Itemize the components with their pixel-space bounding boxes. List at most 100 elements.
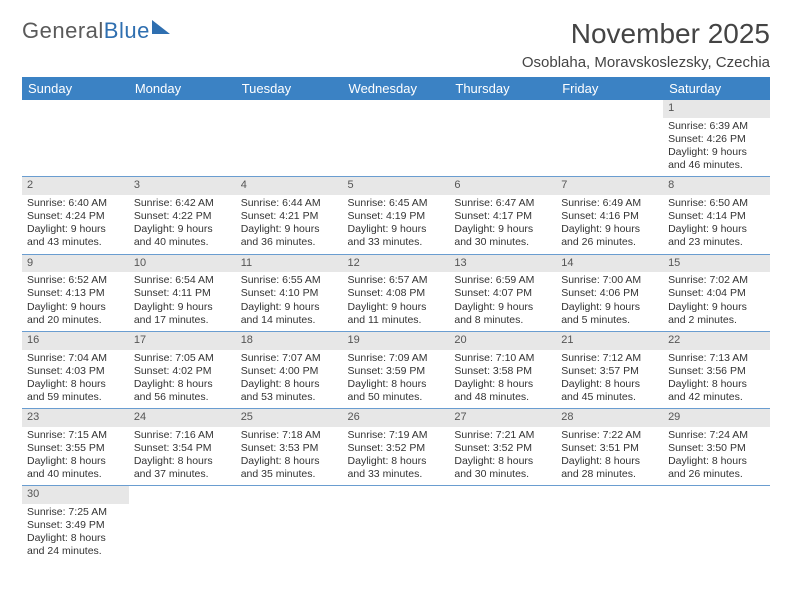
day-info: Sunrise: 7:02 AMSunset: 4:04 PMDaylight:… <box>663 272 770 331</box>
day-info: Sunrise: 7:04 AMSunset: 4:03 PMDaylight:… <box>22 350 129 409</box>
calendar-cell: . <box>22 100 129 177</box>
calendar-cell <box>236 486 343 563</box>
day-info: Sunrise: 6:39 AMSunset: 4:26 PMDaylight:… <box>663 118 770 177</box>
day-number: 10 <box>129 255 236 273</box>
sail-icon <box>152 20 174 38</box>
daylight: Daylight: 9 hours and 17 minutes. <box>134 301 231 327</box>
calendar-cell: 20Sunrise: 7:10 AMSunset: 3:58 PMDayligh… <box>449 331 556 408</box>
day-number: 22 <box>663 332 770 350</box>
calendar-cell: 10Sunrise: 6:54 AMSunset: 4:11 PMDayligh… <box>129 254 236 331</box>
day-number: 2 <box>22 177 129 195</box>
daylight: Daylight: 8 hours and 42 minutes. <box>668 378 765 404</box>
calendar-cell: . <box>236 100 343 177</box>
calendar-cell: 28Sunrise: 7:22 AMSunset: 3:51 PMDayligh… <box>556 409 663 486</box>
day-info: Sunrise: 6:44 AMSunset: 4:21 PMDaylight:… <box>236 195 343 254</box>
calendar-table: Sunday Monday Tuesday Wednesday Thursday… <box>22 77 770 563</box>
calendar-cell: 14Sunrise: 7:00 AMSunset: 4:06 PMDayligh… <box>556 254 663 331</box>
calendar-row: 9Sunrise: 6:52 AMSunset: 4:13 PMDaylight… <box>22 254 770 331</box>
sunset: Sunset: 4:03 PM <box>27 365 124 378</box>
sunrise: Sunrise: 7:21 AM <box>454 429 551 442</box>
sunset: Sunset: 3:52 PM <box>454 442 551 455</box>
day-info: Sunrise: 6:45 AMSunset: 4:19 PMDaylight:… <box>343 195 450 254</box>
sunset: Sunset: 3:52 PM <box>348 442 445 455</box>
sunset: Sunset: 3:51 PM <box>561 442 658 455</box>
day-info: Sunrise: 7:07 AMSunset: 4:00 PMDaylight:… <box>236 350 343 409</box>
day-info: Sunrise: 7:05 AMSunset: 4:02 PMDaylight:… <box>129 350 236 409</box>
daylight: Daylight: 9 hours and 26 minutes. <box>561 223 658 249</box>
day-number: 4 <box>236 177 343 195</box>
calendar-cell <box>343 486 450 563</box>
sunset: Sunset: 3:55 PM <box>27 442 124 455</box>
logo: GeneralBlue <box>22 18 174 44</box>
calendar-cell: 8Sunrise: 6:50 AMSunset: 4:14 PMDaylight… <box>663 177 770 254</box>
day-number: 1 <box>663 100 770 118</box>
daylight: Daylight: 9 hours and 23 minutes. <box>668 223 765 249</box>
day-number: 3 <box>129 177 236 195</box>
calendar-row: 30Sunrise: 7:25 AMSunset: 3:49 PMDayligh… <box>22 486 770 563</box>
calendar-cell: 26Sunrise: 7:19 AMSunset: 3:52 PMDayligh… <box>343 409 450 486</box>
day-number: 14 <box>556 255 663 273</box>
sunset: Sunset: 4:21 PM <box>241 210 338 223</box>
sunset: Sunset: 4:13 PM <box>27 287 124 300</box>
day-number: 30 <box>22 486 129 504</box>
sunset: Sunset: 3:49 PM <box>27 519 124 532</box>
calendar-cell: 21Sunrise: 7:12 AMSunset: 3:57 PMDayligh… <box>556 331 663 408</box>
daylight: Daylight: 8 hours and 28 minutes. <box>561 455 658 481</box>
calendar-cell: 18Sunrise: 7:07 AMSunset: 4:00 PMDayligh… <box>236 331 343 408</box>
sunrise: Sunrise: 6:42 AM <box>134 197 231 210</box>
calendar-cell <box>663 486 770 563</box>
day-number: 13 <box>449 255 556 273</box>
day-number: 26 <box>343 409 450 427</box>
day-info: Sunrise: 6:52 AMSunset: 4:13 PMDaylight:… <box>22 272 129 331</box>
day-info: Sunrise: 6:57 AMSunset: 4:08 PMDaylight:… <box>343 272 450 331</box>
day-info: Sunrise: 7:13 AMSunset: 3:56 PMDaylight:… <box>663 350 770 409</box>
calendar-cell: 6Sunrise: 6:47 AMSunset: 4:17 PMDaylight… <box>449 177 556 254</box>
sunset: Sunset: 4:10 PM <box>241 287 338 300</box>
daylight: Daylight: 8 hours and 40 minutes. <box>27 455 124 481</box>
col-tuesday: Tuesday <box>236 77 343 100</box>
col-wednesday: Wednesday <box>343 77 450 100</box>
day-number: 29 <box>663 409 770 427</box>
sunset: Sunset: 3:53 PM <box>241 442 338 455</box>
day-number: 7 <box>556 177 663 195</box>
sunset: Sunset: 4:14 PM <box>668 210 765 223</box>
sunset: Sunset: 3:57 PM <box>561 365 658 378</box>
sunrise: Sunrise: 7:24 AM <box>668 429 765 442</box>
day-number: 19 <box>343 332 450 350</box>
sunrise: Sunrise: 7:02 AM <box>668 274 765 287</box>
daylight: Daylight: 9 hours and 8 minutes. <box>454 301 551 327</box>
day-number: 27 <box>449 409 556 427</box>
sunrise: Sunrise: 6:47 AM <box>454 197 551 210</box>
calendar-cell: 23Sunrise: 7:15 AMSunset: 3:55 PMDayligh… <box>22 409 129 486</box>
daylight: Daylight: 9 hours and 40 minutes. <box>134 223 231 249</box>
location: Osoblaha, Moravskoslezsky, Czechia <box>522 54 770 71</box>
calendar-cell: 4Sunrise: 6:44 AMSunset: 4:21 PMDaylight… <box>236 177 343 254</box>
daylight: Daylight: 8 hours and 50 minutes. <box>348 378 445 404</box>
calendar-cell: . <box>343 100 450 177</box>
sunrise: Sunrise: 6:49 AM <box>561 197 658 210</box>
sunrise: Sunrise: 7:25 AM <box>27 506 124 519</box>
day-info: Sunrise: 6:50 AMSunset: 4:14 PMDaylight:… <box>663 195 770 254</box>
header-row: Sunday Monday Tuesday Wednesday Thursday… <box>22 77 770 100</box>
calendar-cell: 24Sunrise: 7:16 AMSunset: 3:54 PMDayligh… <box>129 409 236 486</box>
daylight: Daylight: 9 hours and 14 minutes. <box>241 301 338 327</box>
calendar-cell: 27Sunrise: 7:21 AMSunset: 3:52 PMDayligh… <box>449 409 556 486</box>
day-number: 11 <box>236 255 343 273</box>
daylight: Daylight: 9 hours and 36 minutes. <box>241 223 338 249</box>
calendar-cell: 17Sunrise: 7:05 AMSunset: 4:02 PMDayligh… <box>129 331 236 408</box>
sunset: Sunset: 4:19 PM <box>348 210 445 223</box>
calendar-cell: 1Sunrise: 6:39 AMSunset: 4:26 PMDaylight… <box>663 100 770 177</box>
daylight: Daylight: 9 hours and 43 minutes. <box>27 223 124 249</box>
sunrise: Sunrise: 6:54 AM <box>134 274 231 287</box>
calendar-cell: . <box>129 100 236 177</box>
sunset: Sunset: 3:54 PM <box>134 442 231 455</box>
calendar-row: 16Sunrise: 7:04 AMSunset: 4:03 PMDayligh… <box>22 331 770 408</box>
daylight: Daylight: 9 hours and 11 minutes. <box>348 301 445 327</box>
header: GeneralBlue November 2025 Osoblaha, Mora… <box>22 18 770 71</box>
day-info: Sunrise: 7:12 AMSunset: 3:57 PMDaylight:… <box>556 350 663 409</box>
calendar-cell: 5Sunrise: 6:45 AMSunset: 4:19 PMDaylight… <box>343 177 450 254</box>
sunrise: Sunrise: 6:40 AM <box>27 197 124 210</box>
sunrise: Sunrise: 6:39 AM <box>668 120 765 133</box>
day-number: 9 <box>22 255 129 273</box>
day-number: 24 <box>129 409 236 427</box>
